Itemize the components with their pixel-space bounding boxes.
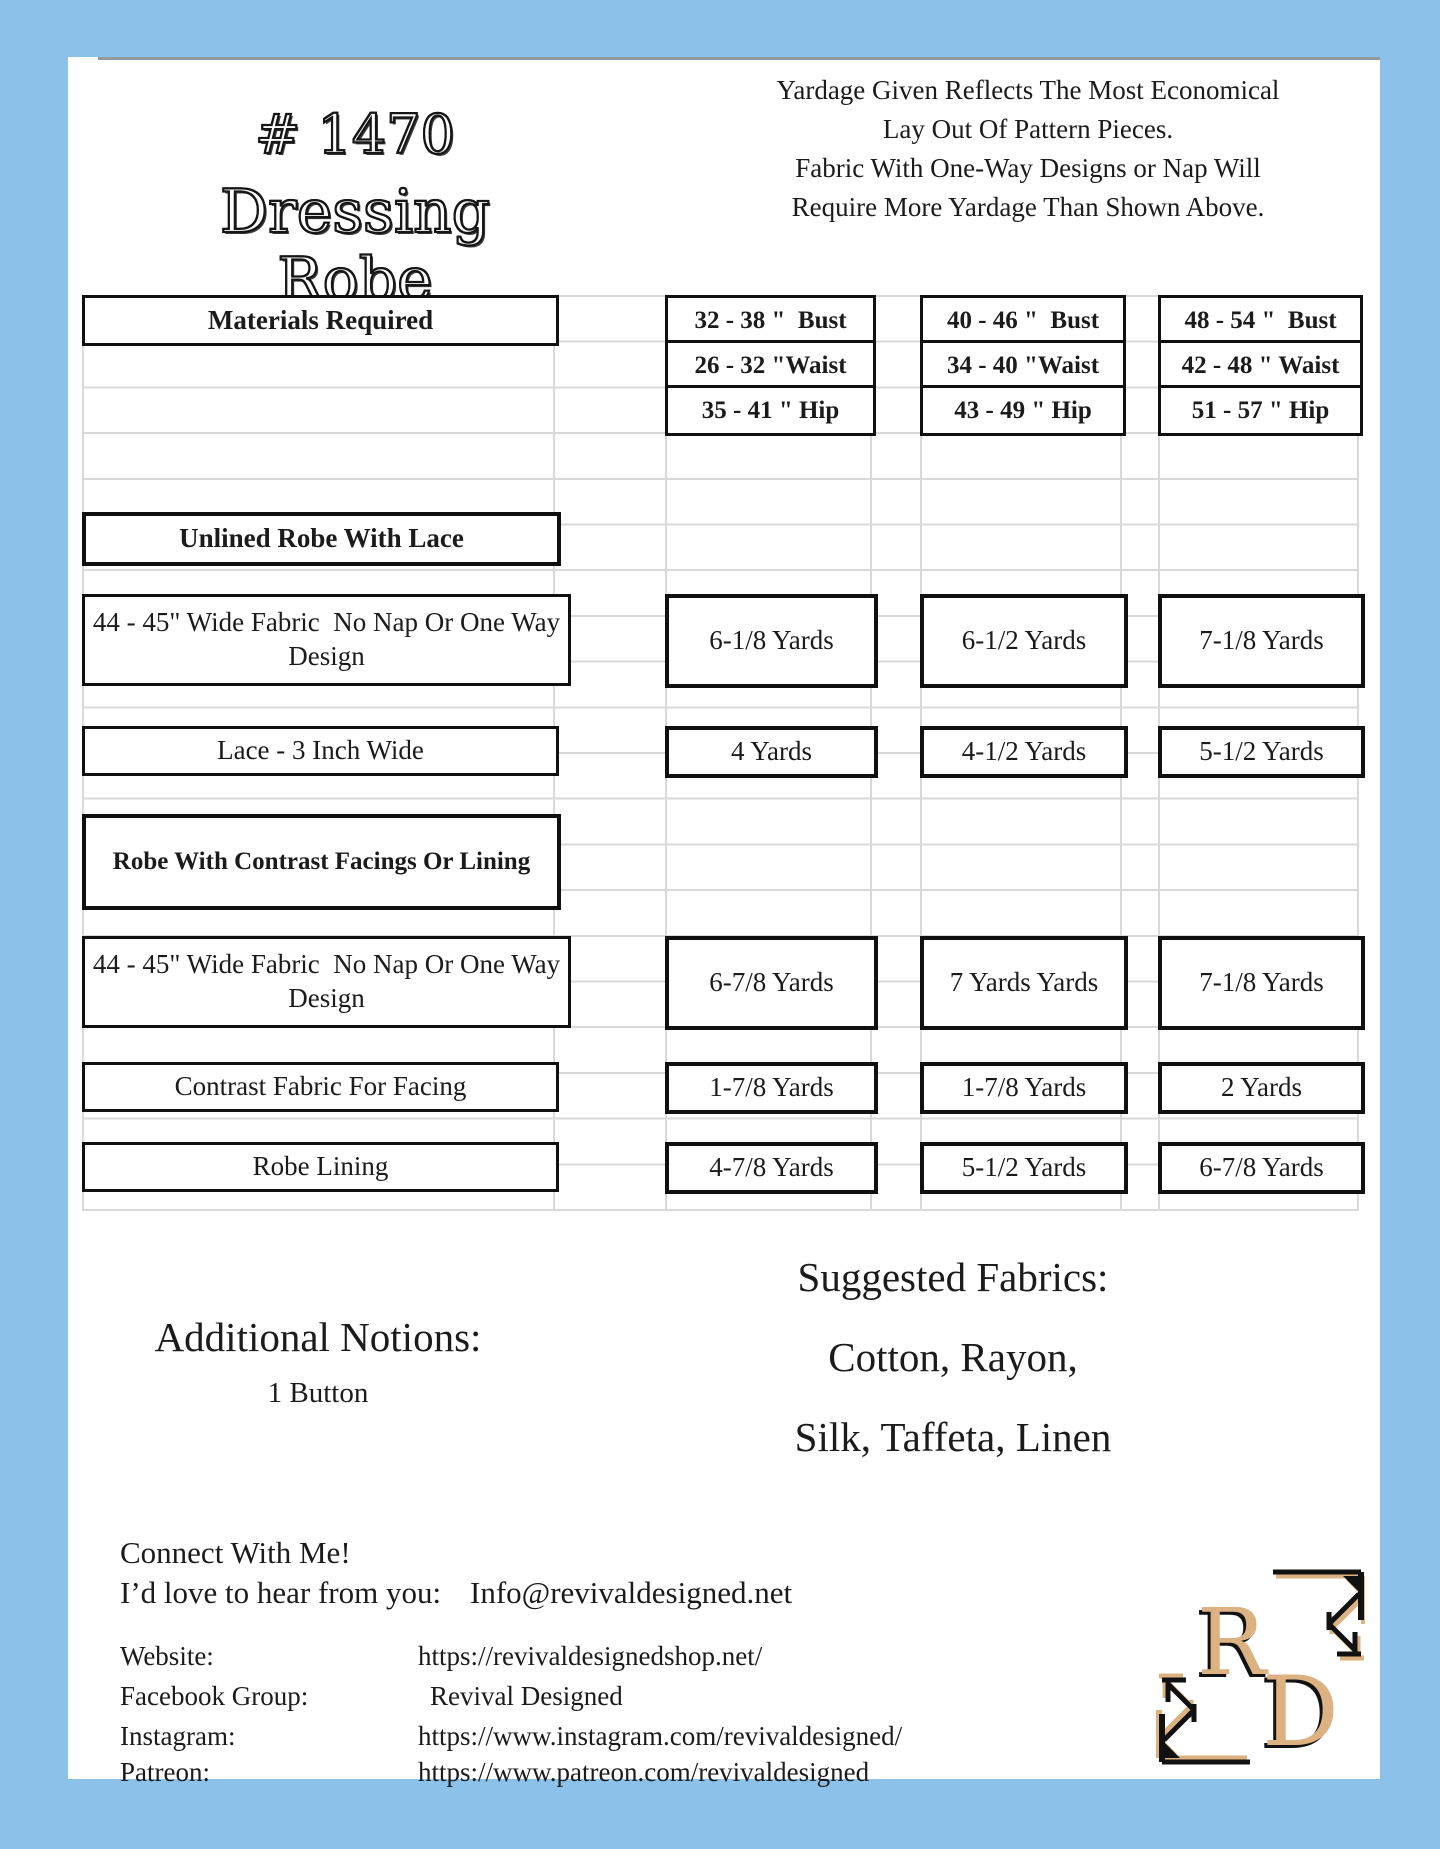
link-label-facebook: Facebook Group:	[120, 1681, 309, 1711]
additional-notions-heading: Additional Notions:	[154, 1314, 482, 1360]
row-label-contrast-facing: Contrast Fabric For Facing	[82, 1062, 559, 1112]
link-value-facebook: Revival Designed	[430, 1681, 623, 1711]
link-value-website: https://revivaldesignedshop.net/	[418, 1641, 763, 1671]
yardage-cell: 4-7/8 Yards	[665, 1142, 878, 1194]
yardage-cell: 1-7/8 Yards	[665, 1062, 878, 1114]
pattern-number: # 1470	[254, 103, 456, 166]
connect-heading: Connect With Me!	[120, 1535, 351, 1570]
additional-notions-item: 1 Button	[267, 1377, 369, 1409]
page-top-edge-line	[98, 57, 1380, 60]
section-heading-contrast-lining: Robe With Contrast Facings Or Lining	[82, 814, 561, 910]
yardage-cell: 7-1/8 Yards	[1158, 936, 1365, 1030]
yardage-note-line: Fabric With One-Way Designs or Nap Will	[795, 153, 1261, 183]
size-col3-waist: 42 - 48 " Waist	[1158, 340, 1363, 391]
revival-designed-logo: R R D D	[1156, 1569, 1365, 1771]
logo-letter-r-shadow: R	[1194, 1592, 1266, 1699]
title-block: # 1470 Dressing Robe	[140, 103, 570, 315]
link-value-instagram: https://www.instagram.com/revivaldesigne…	[418, 1721, 903, 1751]
row-label-robe-lining: Robe Lining	[82, 1142, 559, 1192]
link-label-instagram: Instagram:	[120, 1721, 236, 1751]
yardage-note: Yardage Given Reflects The Most Economic…	[688, 71, 1368, 227]
yardage-cell: 2 Yards	[1158, 1062, 1365, 1114]
suggested-fabrics-line: Cotton, Rayon,	[828, 1334, 1078, 1380]
pattern-sheet-page: # 1470 Dressing Robe Yardage Given Refle…	[68, 57, 1380, 1787]
section-heading-unlined-robe: Unlined Robe With Lace	[82, 512, 561, 566]
size-col1-hip: 35 - 41 " Hip	[665, 385, 876, 436]
additional-notions-block: Additional Notions: 1 Button	[88, 1313, 548, 1410]
yardage-cell: 6-7/8 Yards	[665, 936, 878, 1030]
row-label-wide-fabric-1: 44 - 45" Wide Fabric No Nap Or One Way D…	[82, 594, 571, 686]
size-col2-hip: 43 - 49 " Hip	[920, 385, 1126, 436]
size-col3-hip: 51 - 57 " Hip	[1158, 385, 1363, 436]
table-title-cell: Materials Required	[82, 295, 559, 346]
yardage-cell: 6-1/2 Yards	[920, 594, 1128, 688]
logo-corner-ornament-top-right	[1273, 1569, 1365, 1661]
suggested-fabrics-line: Silk, Taffeta, Linen	[794, 1414, 1112, 1460]
row-label-lace: Lace - 3 Inch Wide	[82, 726, 559, 776]
suggested-fabrics-block: Suggested Fabrics: Cotton, Rayon, Silk, …	[698, 1237, 1208, 1477]
pattern-name: Dressing Robe	[219, 177, 491, 315]
connect-intro: I’d love to hear from you:	[120, 1575, 442, 1610]
yardage-cell: 4 Yards	[665, 726, 878, 778]
row-label-wide-fabric-2: 44 - 45" Wide Fabric No Nap Or One Way D…	[82, 936, 571, 1028]
suggested-fabrics-heading: Suggested Fabrics:	[797, 1254, 1109, 1300]
yardage-cell: 7-1/8 Yards	[1158, 594, 1365, 688]
yardage-cell: 7 Yards Yards	[920, 936, 1128, 1030]
logo-corner-ornament-bottom-left	[1156, 1673, 1250, 1765]
size-col2-bust: 40 - 46 " Bust	[920, 295, 1126, 346]
link-label-website: Website:	[120, 1641, 214, 1671]
logo-letter-d-shadow: D	[1259, 1659, 1336, 1771]
logo-letter-d: D	[1262, 1656, 1339, 1768]
size-col2-waist: 34 - 40 "Waist	[920, 340, 1126, 391]
contact-email: Info@revivaldesigned.net	[470, 1575, 793, 1610]
size-col1-bust: 32 - 38 " Bust	[665, 295, 876, 346]
logo-letter-r: R	[1197, 1589, 1269, 1696]
yardage-cell: 6-1/8 Yards	[665, 594, 878, 688]
size-col3-bust: 48 - 54 " Bust	[1158, 295, 1363, 346]
yardage-cell: 6-7/8 Yards	[1158, 1142, 1365, 1194]
size-col1-waist: 26 - 32 "Waist	[665, 340, 876, 391]
yardage-note-line: Require More Yardage Than Shown Above.	[791, 192, 1265, 222]
yardage-note-line: Lay Out Of Pattern Pieces.	[882, 114, 1174, 144]
yardage-cell: 5-1/2 Yards	[920, 1142, 1128, 1194]
link-label-patreon: Patreon:	[120, 1757, 210, 1787]
link-value-patreon: https://www.patreon.com/revivaldesigned	[418, 1757, 870, 1787]
yardage-cell: 4-1/2 Yards	[920, 726, 1128, 778]
yardage-cell: 1-7/8 Yards	[920, 1062, 1128, 1114]
yardage-note-line: Yardage Given Reflects The Most Economic…	[776, 75, 1280, 105]
yardage-cell: 5-1/2 Yards	[1158, 726, 1365, 778]
